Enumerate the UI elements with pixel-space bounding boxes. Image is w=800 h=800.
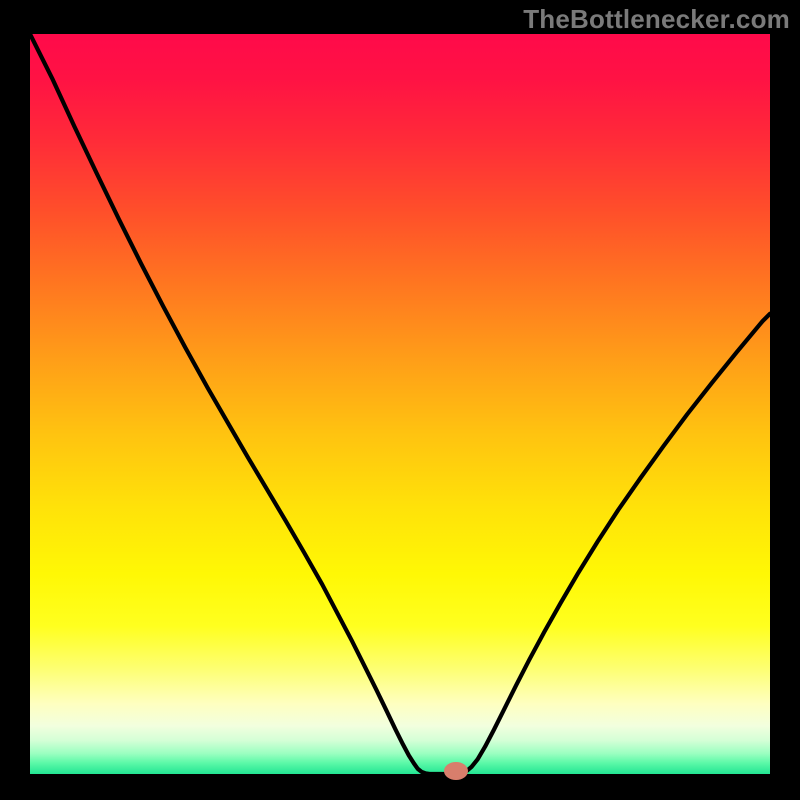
bottleneck-curve [30, 34, 770, 774]
watermark-text: TheBottlenecker.com [523, 4, 790, 35]
optimum-marker [444, 762, 468, 780]
plot-area [30, 34, 770, 774]
